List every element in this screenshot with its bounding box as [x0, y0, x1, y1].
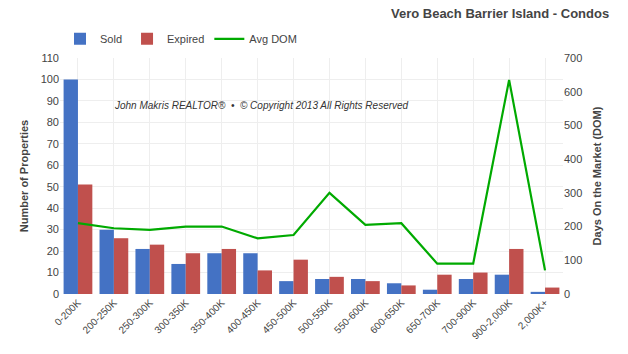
svg-text:600-650K: 600-650K [368, 297, 407, 336]
svg-text:10: 10 [47, 266, 59, 278]
svg-text:50: 50 [47, 181, 59, 193]
svg-text:600: 600 [564, 86, 582, 98]
svg-text:2,000K+: 2,000K+ [516, 297, 550, 331]
svg-text:40: 40 [47, 202, 59, 214]
svg-text:Avg DOM: Avg DOM [249, 33, 296, 45]
svg-text:250-300K: 250-300K [116, 297, 155, 336]
svg-text:500-550K: 500-550K [296, 297, 335, 336]
svg-text:900-2,000K: 900-2,000K [470, 297, 515, 342]
svg-text:200-250K: 200-250K [80, 297, 119, 336]
svg-text:0: 0 [564, 288, 570, 300]
svg-text:700: 700 [564, 52, 582, 64]
svg-text:60: 60 [47, 159, 59, 171]
svg-text:Expired: Expired [167, 33, 204, 45]
svg-text:Number of Properties: Number of Properties [18, 120, 30, 232]
svg-text:650-700K: 650-700K [404, 297, 443, 336]
svg-text:30: 30 [47, 223, 59, 235]
svg-text:Sold: Sold [100, 33, 122, 45]
svg-text:200: 200 [564, 220, 582, 232]
svg-text:450-500K: 450-500K [260, 297, 299, 336]
svg-text:700-900K: 700-900K [440, 297, 479, 336]
svg-text:0: 0 [53, 288, 59, 300]
svg-text:350-400K: 350-400K [188, 297, 227, 336]
svg-text:550-600K: 550-600K [332, 297, 371, 336]
svg-text:80: 80 [47, 116, 59, 128]
svg-text:John Makris REALTOR® • © Cop: John Makris REALTOR® • © Copyright 2013 … [114, 100, 409, 111]
svg-text:90: 90 [47, 95, 59, 107]
svg-text:400: 400 [564, 153, 582, 165]
svg-text:70: 70 [47, 138, 59, 150]
svg-text:400-450K: 400-450K [224, 297, 263, 336]
svg-text:Days On the Market (DOM): Days On the Market (DOM) [591, 106, 603, 245]
svg-text:100: 100 [564, 254, 582, 266]
svg-text:100: 100 [41, 73, 59, 85]
svg-text:20: 20 [47, 245, 59, 257]
svg-text:300: 300 [564, 187, 582, 199]
svg-text:Vero Beach Barrier Island - Co: Vero Beach Barrier Island - Condos [391, 6, 609, 21]
svg-text:0-200K: 0-200K [52, 297, 83, 328]
svg-text:300-350K: 300-350K [152, 297, 191, 336]
svg-text:110: 110 [41, 52, 59, 64]
svg-text:500: 500 [564, 119, 582, 131]
